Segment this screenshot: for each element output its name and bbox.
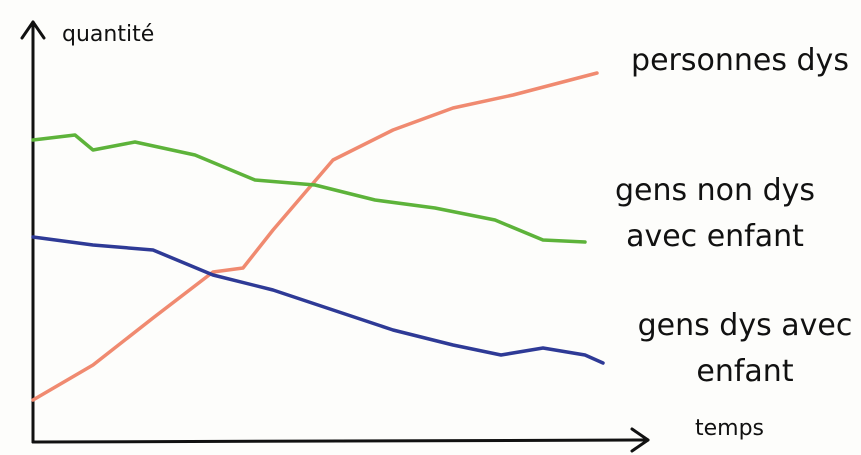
series-label: gens non dys avec enfant: [614, 173, 816, 254]
series-line: [31, 71, 599, 402]
series-line: [31, 133, 587, 244]
series-label: gens dys avec enfant: [637, 308, 853, 389]
y-axis-arrow: [20, 20, 46, 40]
x-axis-arrow: [630, 427, 650, 453]
y-axis-label: quantité: [62, 22, 155, 47]
series-line: [31, 235, 605, 365]
x-axis-label: temps: [695, 416, 765, 441]
x-axis: [31, 438, 650, 444]
series-label: personnes dys: [631, 43, 849, 78]
